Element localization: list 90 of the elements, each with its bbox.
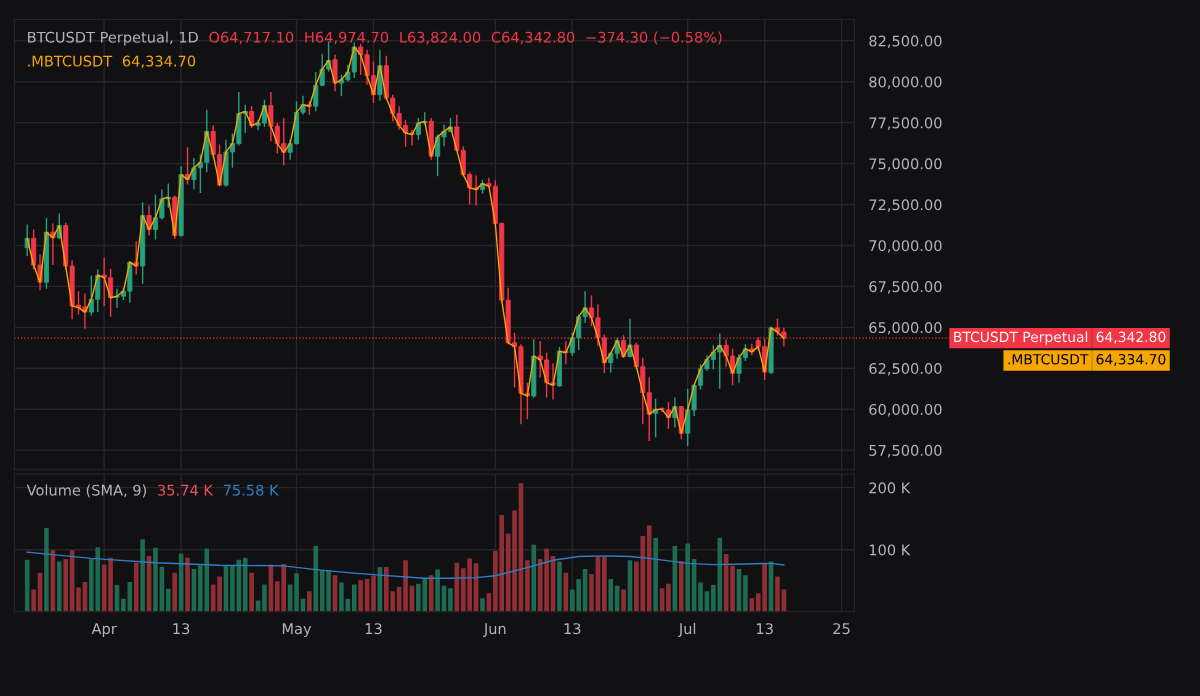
bar bbox=[525, 560, 530, 612]
bar bbox=[351, 584, 357, 612]
bar bbox=[557, 561, 562, 612]
annotation: 35.74 K bbox=[158, 484, 214, 496]
bar bbox=[165, 588, 171, 612]
bar bbox=[608, 578, 614, 612]
bar bbox=[121, 598, 126, 612]
bar bbox=[448, 588, 453, 612]
text: BTCUSDT Perpetual, 1D bbox=[28, 31, 198, 46]
bar bbox=[217, 576, 222, 612]
bar bbox=[44, 527, 49, 612]
line-series bbox=[26, 46, 785, 434]
bar bbox=[512, 510, 517, 612]
annotation: −374.30 (−0.58%) bbox=[586, 31, 722, 45]
bar bbox=[685, 543, 690, 612]
bar bbox=[646, 525, 652, 612]
y-tick-label: 72,500.00 bbox=[869, 199, 942, 212]
bar bbox=[531, 544, 537, 612]
candlestick bbox=[332, 53, 338, 93]
bar bbox=[76, 587, 81, 612]
bar bbox=[249, 572, 254, 612]
text: .MBTCUSDT bbox=[1008, 353, 1089, 365]
annotation: O64,717.10 bbox=[209, 31, 294, 45]
bar bbox=[172, 572, 178, 612]
bar bbox=[31, 589, 36, 612]
bar bbox=[775, 576, 780, 612]
y-tick-label: 70,000.00 bbox=[869, 240, 942, 253]
bar bbox=[678, 560, 684, 612]
bar bbox=[371, 575, 376, 612]
x-tick-label: 13 bbox=[756, 623, 773, 635]
y-tick-label: 65,000.00 bbox=[869, 322, 942, 335]
x-tick-label: 25 bbox=[833, 623, 850, 635]
annotation: L63,824.00 bbox=[400, 31, 481, 45]
annotation: H64,974.70 bbox=[305, 31, 389, 45]
y-tick-label: 77,500.00 bbox=[869, 117, 942, 130]
bar bbox=[698, 582, 703, 612]
y-tick-label: 67,500.00 bbox=[869, 281, 942, 294]
x-tick-label: 13 bbox=[564, 623, 581, 635]
y-tick-label: 100 K bbox=[869, 544, 911, 556]
text: 64,334.70 bbox=[1096, 353, 1166, 366]
bar bbox=[653, 537, 658, 612]
bar bbox=[63, 559, 69, 612]
bar bbox=[24, 559, 30, 612]
bar bbox=[403, 560, 408, 612]
x-tick-label: Jun bbox=[483, 623, 506, 637]
y-tick-label: 80,000.00 bbox=[869, 76, 942, 89]
x-tick-label: May bbox=[282, 623, 312, 638]
bar bbox=[307, 591, 312, 612]
bar bbox=[153, 547, 158, 612]
bar bbox=[730, 565, 735, 612]
bar bbox=[339, 582, 344, 612]
ref-line-label: BTCUSDT Perpetual bbox=[954, 331, 1088, 345]
text: Volume (SMA, 9) bbox=[26, 484, 147, 498]
bar bbox=[108, 557, 113, 612]
bar bbox=[185, 557, 190, 612]
y-tick-label: 200 K bbox=[869, 482, 911, 494]
y-tick-label: 62,500.00 bbox=[869, 362, 942, 376]
bar bbox=[140, 539, 145, 612]
bar bbox=[589, 573, 594, 612]
x-tick-label: 13 bbox=[173, 623, 190, 635]
bar bbox=[743, 575, 748, 612]
text: 64,342.80 bbox=[1096, 331, 1166, 344]
bar bbox=[428, 575, 434, 612]
y-tick-label: 75,000.00 bbox=[869, 158, 942, 171]
bar bbox=[666, 583, 671, 612]
annotation: 64,334.70 bbox=[122, 55, 196, 69]
bar bbox=[230, 565, 235, 612]
x-tick-label: Apr bbox=[91, 623, 117, 638]
bar bbox=[621, 589, 626, 612]
y-tick-label: 82,500.00 bbox=[869, 35, 942, 49]
bar bbox=[749, 598, 755, 612]
bar bbox=[602, 556, 607, 612]
line-series bbox=[26, 551, 785, 579]
bar bbox=[435, 569, 440, 612]
bar bbox=[56, 561, 62, 612]
x-tick-label: Jul bbox=[678, 622, 696, 637]
bar bbox=[480, 598, 485, 612]
bar bbox=[262, 584, 267, 612]
annotation: 75.58 K bbox=[223, 484, 279, 496]
bar bbox=[358, 580, 363, 612]
bar bbox=[133, 562, 139, 612]
y-tick-label: 57,500.00 bbox=[869, 444, 942, 458]
annotation: C64,342.80 bbox=[491, 31, 575, 45]
bar bbox=[294, 573, 299, 612]
bar bbox=[242, 557, 248, 612]
y-tick-label: 60,000.00 bbox=[869, 403, 942, 417]
bar bbox=[313, 545, 319, 612]
x-tick-label: 13 bbox=[365, 623, 382, 635]
text: .MBTCUSDT bbox=[28, 55, 113, 67]
bar bbox=[326, 570, 331, 612]
